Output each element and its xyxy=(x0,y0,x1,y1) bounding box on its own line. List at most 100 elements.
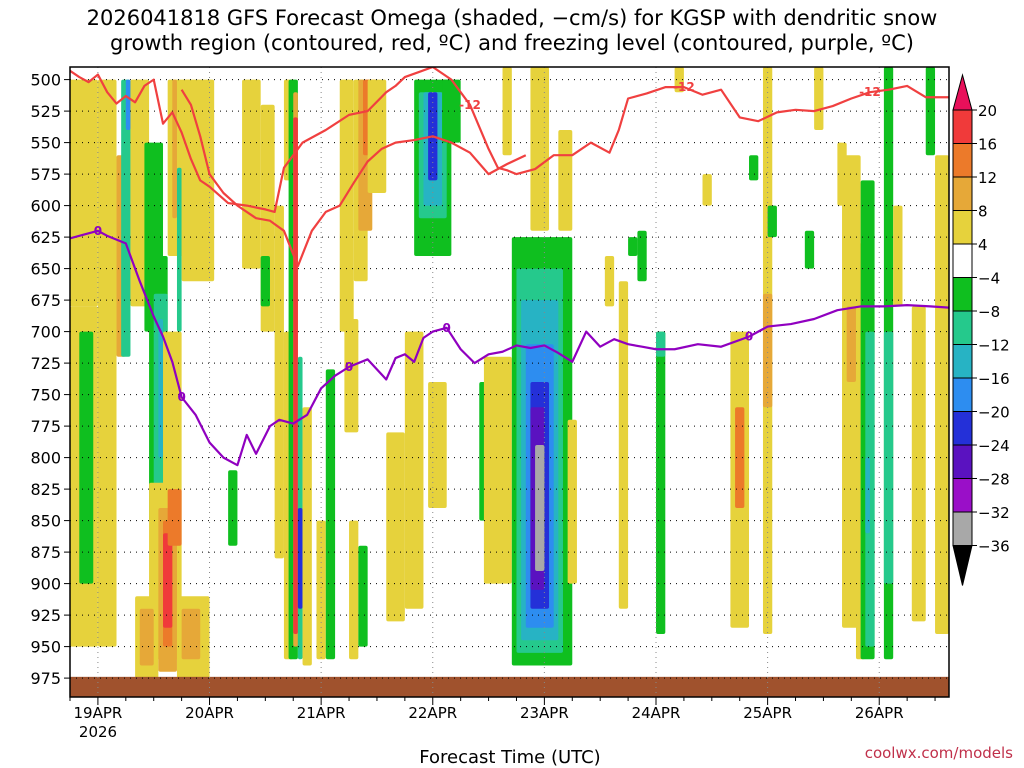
colorbar-tick-label: 20 xyxy=(978,102,997,120)
omega-cell xyxy=(97,79,117,647)
x-tick-label: 26APR xyxy=(855,704,904,722)
contour-label: 0 xyxy=(443,321,451,335)
omega-cell xyxy=(656,331,666,634)
omega-cell xyxy=(502,67,512,156)
omega-cell xyxy=(846,306,856,382)
omega-cell xyxy=(297,356,303,660)
y-tick-label: 800 xyxy=(30,449,61,468)
omega-cell xyxy=(935,155,949,634)
omega-cell xyxy=(567,419,577,584)
omega-cell xyxy=(893,205,903,307)
y-tick-label: 975 xyxy=(30,669,61,688)
omega-cell xyxy=(367,79,387,193)
source-credit: coolwx.com/models xyxy=(865,744,1013,762)
colorbar-tick-label: −36 xyxy=(978,538,1010,556)
omega-cell xyxy=(656,331,666,357)
omega-cell xyxy=(404,331,424,609)
omega-cell xyxy=(70,79,98,307)
x-axis-year-label: 2026 xyxy=(79,723,117,741)
colorbar-top-arrow xyxy=(952,73,973,111)
colorbar-segment xyxy=(952,478,973,513)
y-tick-label: 775 xyxy=(30,417,61,436)
freezing-level-line xyxy=(70,229,949,467)
colorbar-tick-label: 4 xyxy=(978,236,988,254)
omega-cell xyxy=(139,608,154,666)
colorbar-segment xyxy=(952,243,973,278)
colorbar-segment xyxy=(952,411,973,446)
omega-cell xyxy=(125,79,131,130)
omega-cell xyxy=(865,457,870,534)
y-tick-label: 825 xyxy=(30,480,61,499)
x-tick-label: 24APR xyxy=(632,704,681,722)
x-tick-label: 21APR xyxy=(297,704,346,722)
omega-cell xyxy=(121,79,131,357)
colorbar-tick-label: −16 xyxy=(978,370,1010,388)
y-tick-label: 850 xyxy=(30,512,61,531)
omega-cell xyxy=(814,67,824,130)
omega-cell xyxy=(316,520,326,660)
colorbar-segment xyxy=(952,511,973,546)
colorbar-segment xyxy=(952,377,973,412)
omega-cell xyxy=(535,445,545,571)
x-tick-label: 22APR xyxy=(408,704,457,722)
omega-cell xyxy=(618,281,629,609)
y-tick-label: 900 xyxy=(30,575,61,594)
omega-cell xyxy=(911,306,926,622)
omega-cell xyxy=(804,230,815,269)
contour-label: 0 xyxy=(177,390,185,404)
omega-cell xyxy=(181,79,215,282)
x-tick-label: 25APR xyxy=(743,704,792,722)
omega-cell xyxy=(176,167,182,332)
y-tick-label: 525 xyxy=(30,102,61,121)
contour-label: 0 xyxy=(745,330,753,344)
y-tick-label: 650 xyxy=(30,260,61,279)
y-tick-label: 925 xyxy=(30,606,61,625)
x-axis-label: Forecast Time (UTC) xyxy=(419,747,600,768)
y-tick-label: 950 xyxy=(30,638,61,657)
omega-cell xyxy=(428,382,447,508)
contour-label: -12 xyxy=(673,80,695,94)
colorbar-tick-label: −32 xyxy=(978,504,1010,522)
colorbar-segment xyxy=(952,176,973,211)
omega-cell xyxy=(297,508,303,609)
colorbar-segment xyxy=(952,210,973,245)
colorbar-bottom-arrow xyxy=(952,545,973,586)
colorbar-segment xyxy=(952,109,973,144)
omega-cell xyxy=(483,356,512,584)
y-tick-label: 550 xyxy=(30,134,61,153)
contour-label: 0 xyxy=(345,360,353,374)
terrain-surface xyxy=(70,676,949,697)
omega-cell xyxy=(349,520,359,660)
colorbar-segment xyxy=(952,143,973,178)
contour-label: -12 xyxy=(859,85,881,99)
colorbar-segment xyxy=(952,277,973,312)
contour-label: -12 xyxy=(459,98,481,112)
omega-cell xyxy=(344,319,359,433)
omega-cell xyxy=(442,79,461,143)
omega-cell xyxy=(302,407,312,666)
y-tick-label: 675 xyxy=(30,291,61,310)
omega-cell xyxy=(702,174,712,206)
omega-cell xyxy=(325,369,336,660)
y-tick-label: 625 xyxy=(30,228,61,247)
colorbar-tick-label: 12 xyxy=(978,169,997,187)
contour-label: 0 xyxy=(94,224,102,238)
y-tick-label: 700 xyxy=(30,323,61,342)
omega-cell xyxy=(274,205,284,559)
colorbar-tick-label: −8 xyxy=(978,303,1000,321)
omega-cell xyxy=(228,470,238,546)
omega-cell xyxy=(181,608,201,660)
omega-cell xyxy=(604,256,615,307)
colorbar-segment xyxy=(952,344,973,379)
y-tick-label: 500 xyxy=(30,71,61,90)
colorbar-tick-label: −4 xyxy=(978,270,1000,288)
omega-cell xyxy=(530,67,550,231)
omega-cell xyxy=(79,331,94,584)
omega-cell xyxy=(637,230,647,282)
omega-cell xyxy=(762,293,773,408)
colorbar-segment xyxy=(952,444,973,479)
colorbar-tick-label: 16 xyxy=(978,136,997,154)
omega-cell xyxy=(358,545,368,647)
colorbar-tick-label: −24 xyxy=(978,437,1010,455)
